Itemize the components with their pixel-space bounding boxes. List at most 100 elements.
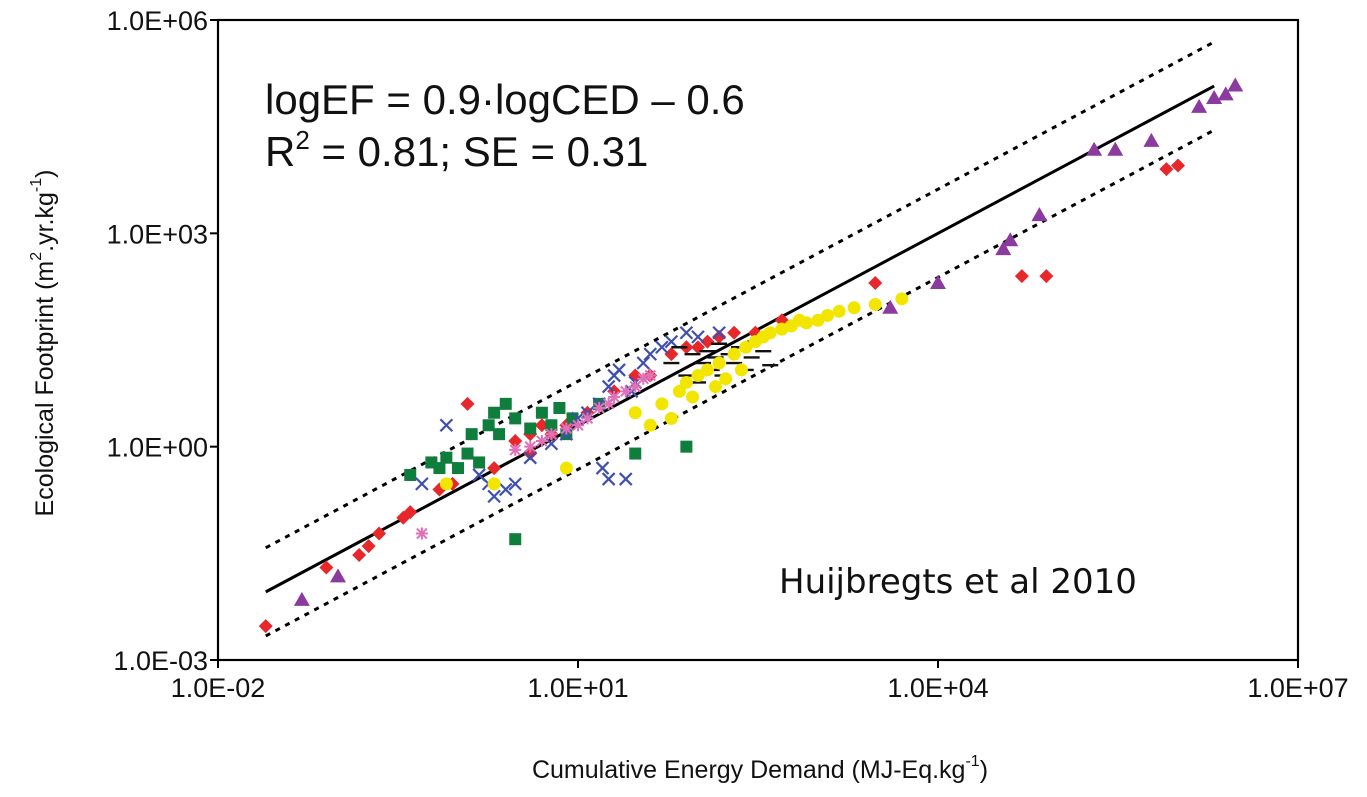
cross-point [508,477,523,491]
circle-point [686,390,700,404]
triangle-point [930,275,946,290]
circle-point [664,411,678,425]
asterisk-point [608,390,621,403]
square-point [493,428,506,441]
cross-point [612,363,626,377]
cross-point [655,340,669,355]
x-axis-title: Cumulative Energy Demand (MJ-Eq.kg-1) [532,753,988,784]
x-axis-ticks: 1.0E-02 1.0E+01 1.0E+04 1.0E+07 [171,660,1349,703]
y-tick-label: 1.0E+06 [107,6,208,36]
circle-point [487,477,501,491]
square-point [680,440,693,453]
circle-point [701,363,715,377]
square-point [488,406,501,419]
lower-prediction-bound [265,128,1215,638]
cross-point [544,436,559,451]
circle-point [763,326,777,340]
diamond-point [487,461,502,476]
square-point [535,406,548,419]
square-point [629,447,642,460]
circle-point [712,356,726,370]
circle-point [672,384,686,398]
x-tick-label: 1.0E-02 [171,673,266,703]
circle-point [739,340,753,354]
triangle-point [330,568,346,583]
cross-point [601,379,616,394]
regression-line [265,84,1215,594]
y-tick-label: 1.0E-03 [113,646,208,676]
cross-point [664,334,679,349]
diamond-point [372,526,387,541]
square-point [553,401,566,414]
square-point [473,456,486,469]
square-point [452,462,464,475]
square-point [461,447,474,460]
cross-point [487,489,501,504]
triangle-point [1002,232,1019,247]
square-point [524,422,537,435]
cross-point [595,461,610,475]
source-credit: Huijbregts et al 2010 [779,562,1137,602]
asterisk-point [593,401,606,414]
diamond-point [352,547,367,562]
circle-point [709,380,723,394]
diamond-point [1014,269,1029,284]
diamond-point [508,434,523,449]
asterisk-point [509,443,522,456]
triangle-point [1086,141,1103,156]
regression-fit-line [265,84,1215,594]
circle-point [868,297,882,311]
square-point [545,419,558,432]
equation-text: logEF = 0.9·logCED – 0.6 [265,76,745,123]
circle-point [895,292,909,306]
prediction-band-lines [265,40,1215,638]
cross-point [636,356,651,370]
square-point [499,397,512,410]
asterisk-point [572,419,584,432]
circle-point [643,418,657,432]
asterisk-point [602,397,615,410]
upper-prediction-bound [265,40,1215,550]
circle-point [655,397,669,411]
data-points [258,77,1244,634]
x-tick-label: 1.0E+07 [1247,673,1348,703]
circle-point [847,301,861,315]
asterisk-point [629,380,642,393]
cross-point [643,347,658,361]
asterisk-point [560,422,573,435]
r-squared-text: R2 = 0.81; SE = 0.31 [265,125,648,175]
square-point [404,468,417,481]
square-point [465,428,478,441]
cross-point [415,477,429,491]
y-axis-ticks: 1.0E-03 1.0E+00 1.0E+03 1.0E+06 [107,6,218,676]
diamond-point [1039,269,1054,284]
triangle-point [293,591,310,606]
diamond-point [534,418,549,433]
diamond-point [712,329,727,344]
asterisk-point [619,385,632,398]
diamond-point [460,396,475,411]
square-point [509,412,522,425]
triangle-point [1191,98,1208,113]
square-point [509,533,522,546]
y-axis-title: Ecological Footprint (m2.yr.kg-1) [28,170,59,517]
cross-point [679,325,694,340]
diamond-point [258,619,273,634]
circle-point [628,406,642,420]
cross-point [498,482,513,497]
cross-point [618,472,633,486]
diamond-point [727,325,742,340]
triangle-point [1206,90,1223,105]
diamond-point [700,334,715,349]
asterisk-point [535,435,548,448]
diamond-point [664,347,679,362]
circle-point [679,375,693,389]
cross-point [712,325,726,340]
asterisk-point [524,440,537,453]
square-point [482,419,495,432]
diamond-point [1171,158,1185,173]
circle-point [691,369,705,383]
diamond-point [319,560,334,575]
asterisk-point [581,412,594,425]
